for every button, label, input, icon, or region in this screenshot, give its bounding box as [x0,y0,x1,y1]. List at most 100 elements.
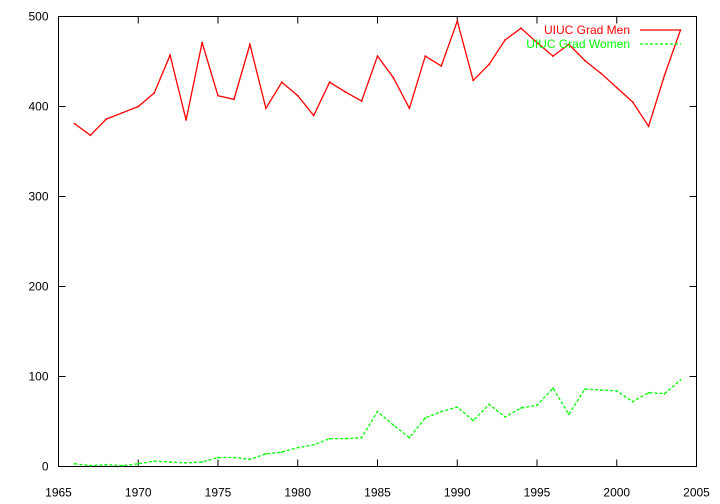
series-0-point [89,134,92,137]
series-0-point [504,39,506,41]
series-0-point [344,91,347,93]
series-0-point [584,59,586,62]
series-0-point [631,101,634,103]
y-tick-label: 500 [28,10,48,24]
series-0-point [520,27,522,30]
series-0-point [615,86,618,89]
legend-label-0: UIUC Grad Men [544,23,630,37]
series-1-point [424,417,427,419]
series-1-point [249,458,251,461]
series-0-point [376,55,379,57]
series-1-point [376,410,379,413]
series-1-point [265,453,267,455]
series-1-point [552,387,554,390]
series-1-point [408,436,411,439]
y-tick-label: 200 [28,280,48,294]
series-1-point [121,464,124,467]
series-1-point [169,461,172,463]
x-tick-label: 1980 [284,486,311,500]
series-1-point [312,444,315,446]
x-tick-label: 1990 [444,486,471,500]
series-0-point [296,94,299,97]
series-1-point [568,413,570,416]
y-tick-label: 100 [28,370,48,384]
series-0-point [233,98,235,101]
series-0-point [185,119,188,121]
series-1-point [392,424,395,426]
series-0-point [408,107,411,110]
x-tick-label: 1970 [125,486,152,500]
series-1-point [137,462,140,465]
series-1-point [440,410,443,413]
series-1-point [663,392,666,395]
series-1-point [520,407,522,409]
y-tick-label: 0 [42,460,49,474]
series-0-point [392,76,395,79]
axis-ticks [58,16,697,467]
series-1-point [344,437,347,440]
x-tick-label: 2005 [683,486,710,500]
series-1-point [615,390,618,392]
series-0-point [599,72,602,75]
y-tick-label: 300 [28,190,48,204]
series-0-point [217,94,219,97]
series-0-point [280,81,283,84]
series-0-point [552,55,554,57]
series-1-point [233,456,235,459]
series-0-point [440,65,443,67]
series-1-point [472,419,475,422]
series-0-point [663,74,666,76]
series-1-point [584,388,586,390]
series-lines [73,18,682,467]
series-1-point [153,460,156,462]
series-0-point [73,122,76,125]
series-1-point [504,416,506,418]
series-0-point [536,41,538,44]
x-tick-label: 1995 [524,486,551,500]
legend-label-1: UIUC Grad Women [526,37,630,51]
series-0-point [647,125,650,128]
series-1-point [73,462,76,465]
series-1-point [280,451,283,453]
series-0-point [472,79,475,82]
series-0-point [488,63,491,66]
series-1-point [679,379,682,381]
series-1-point [599,389,602,391]
series-0-point [568,43,570,46]
series-1-point [647,391,650,394]
series-1-point [296,446,299,449]
series-0-point [201,41,204,44]
series-0-point [105,118,108,120]
series-1-point [631,400,634,403]
series-1-point [201,461,204,463]
y-tick-label: 400 [28,100,48,114]
x-tick-label: 1985 [364,486,391,500]
series-1-point [217,456,219,459]
x-tick-label: 1965 [45,486,72,500]
series-0-point [312,114,315,117]
series-0-point [328,81,331,84]
series-0-point [121,111,124,114]
series-1-point [456,406,459,408]
series-0-point [456,20,459,22]
series-0-point [169,54,172,57]
series-1-point [360,436,363,439]
series-1-point [89,464,92,467]
series-1-point [536,404,538,407]
x-tick-label: 2000 [603,486,630,500]
series-1-point [105,463,108,466]
series-0-point [137,105,140,108]
series-0-point [265,107,267,110]
series-0-point [360,100,363,102]
plot-frame [58,16,697,467]
axis-tick-labels: 1965 1970 1975 1980 1985 1990 1995 2000 2005 0 100… [28,10,710,500]
series-0-point [424,55,427,57]
series-1-point [185,462,188,464]
series-line-1 [74,379,681,467]
x-tick-label: 1975 [205,486,232,500]
series-1-point [488,403,491,406]
series-1-point [328,437,331,440]
series-0-point [153,92,156,94]
